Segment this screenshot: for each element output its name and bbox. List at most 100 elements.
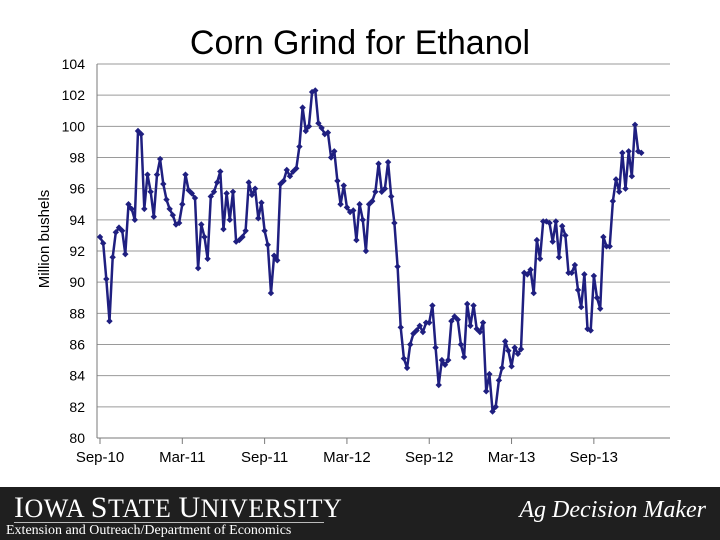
data-point [194,264,202,272]
data-point [397,324,404,331]
series-layer [96,87,645,415]
y-tick-label: 92 [69,243,85,259]
data-point [574,286,582,294]
data-point [429,302,436,309]
data-point [321,130,328,138]
data-point [625,148,632,155]
data-point [555,254,563,261]
gridlines [97,63,670,439]
data-point [226,216,233,224]
data-point [483,388,490,395]
data-point [207,193,215,200]
data-point [270,252,278,259]
data-point [166,205,173,213]
y-axis-label: Million bushels [36,190,53,288]
footer-banner: IOWA STATE UNIVERSITY Extension and Outr… [0,487,720,540]
data-point [315,120,322,127]
data-point [305,123,313,130]
x-tick-label: Mar-13 [488,449,536,466]
y-tick-label: 98 [69,150,85,166]
data-point [210,188,218,195]
data-point [571,261,579,269]
data-point [286,173,294,180]
data-point [264,241,271,248]
data-point [546,219,553,227]
data-point [407,341,414,348]
data-point [156,155,164,163]
data-point [511,344,518,351]
x-tick-labels: Sep-10 Mar-11 Sep-11 Mar-12 Sep-12 Mar-13 Sep-… [76,449,618,466]
y-tick-label: 100 [62,118,86,134]
data-point [134,127,142,135]
data-point [337,201,344,208]
y-tick-label: 96 [69,181,85,197]
chart-title: Corn Grind for Ethanol [189,24,531,62]
data-point [438,356,446,364]
data-point [549,238,556,245]
x-tick-label: Sep-10 [76,449,124,466]
data-point [125,201,132,208]
data-point [375,160,382,167]
data-point [223,190,230,197]
data-point [388,193,395,200]
data-point [502,338,509,345]
chart-plot: 80 82 84 86 88 90 92 94 96 98 100 102 104 Sep-10 Mar-… [36,56,670,466]
data-point [213,179,221,186]
data-point [204,255,211,262]
data-point [103,275,110,283]
data-point [106,317,113,325]
data-point [631,121,639,128]
data-point [638,149,645,157]
data-point [562,232,569,239]
data-point [454,316,461,323]
data-point [533,236,541,244]
data-point [543,218,550,225]
data-point [403,364,411,372]
data-point [362,247,370,255]
data-point [144,171,151,178]
data-point [147,188,154,195]
data-point [359,216,366,224]
data-point [245,179,252,186]
data-point [600,233,607,241]
data-point [464,300,471,308]
data-point [391,219,398,227]
data-point [432,344,439,351]
data-point [470,302,477,309]
data-point [489,408,496,415]
data-point [587,327,594,334]
data-point [536,255,544,262]
data-point [334,177,341,185]
y-tick-label: 88 [69,305,85,321]
data-point [558,222,566,230]
data-point [498,364,506,372]
y-tick-label: 80 [69,430,85,446]
data-point [619,149,626,157]
data-point [400,355,408,362]
data-point [372,188,379,195]
data-point [267,289,275,297]
data-point [628,173,636,180]
data-point [369,197,376,205]
y-tick-labels: 80 82 84 86 88 90 92 94 96 98 100 102 104 [62,56,86,446]
data-point [150,213,158,220]
data-point [495,377,503,384]
data-point [527,266,534,273]
data-point [137,130,145,138]
data-point [128,205,135,213]
data-point [283,166,290,174]
data-point [261,227,268,234]
data-point [426,319,433,326]
data-point [198,221,205,228]
x-tick-label: Sep-11 [241,449,288,466]
data-point [448,317,455,325]
data-point [239,233,246,241]
data-point [508,363,515,370]
data-point [277,180,284,188]
data-point [299,104,306,111]
data-point [394,263,401,270]
data-point [122,250,129,258]
data-point [634,148,642,155]
data-point [514,350,522,358]
data-point [577,303,585,311]
